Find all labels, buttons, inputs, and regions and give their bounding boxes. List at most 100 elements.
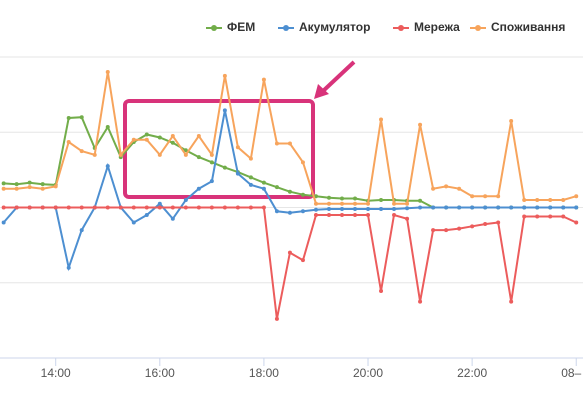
data-point [144, 137, 149, 142]
data-point [209, 160, 214, 165]
data-point [14, 186, 19, 191]
data-point [40, 182, 45, 187]
data-point [313, 207, 318, 212]
data-point [300, 160, 305, 165]
legend-marker [283, 25, 289, 31]
data-point [222, 73, 227, 78]
data-point [196, 134, 201, 139]
data-point [405, 216, 410, 221]
data-point [40, 205, 45, 210]
data-point [535, 205, 540, 210]
data-point [496, 220, 501, 225]
data-point [105, 70, 110, 75]
data-point [261, 77, 266, 82]
data-point [40, 186, 45, 191]
data-point [287, 210, 292, 215]
data-point [196, 155, 201, 160]
data-point [53, 184, 58, 189]
data-point [144, 132, 149, 137]
data-point [522, 205, 527, 210]
data-point [561, 214, 566, 219]
data-point [405, 206, 410, 211]
data-point [339, 196, 344, 201]
data-point [105, 124, 110, 129]
data-point [131, 137, 136, 142]
data-point [483, 222, 488, 227]
arrow [314, 60, 356, 99]
data-point [313, 213, 318, 218]
data-point [483, 205, 488, 210]
data-point [170, 140, 175, 145]
data-point [418, 299, 423, 304]
data-point [392, 213, 397, 218]
data-point [457, 205, 462, 210]
data-point [170, 205, 175, 210]
data-point [66, 265, 71, 270]
x-tick-label: 22:00 [457, 366, 487, 380]
data-point [222, 108, 227, 113]
data-point [196, 205, 201, 210]
data-point [444, 184, 449, 189]
x-tick-label: 14:00 [41, 366, 71, 380]
data-point [470, 205, 475, 210]
data-point [353, 207, 358, 212]
data-point [183, 197, 188, 202]
legend-label: Акумулятор [299, 20, 370, 34]
data-point [574, 194, 579, 199]
data-point [379, 197, 384, 202]
data-point [14, 205, 19, 210]
data-point [392, 201, 397, 206]
data-point [196, 186, 201, 191]
legend-marker [398, 25, 404, 31]
data-point [248, 156, 253, 161]
data-point [248, 182, 253, 187]
data-point [1, 220, 6, 225]
data-point [339, 213, 344, 218]
data-point [261, 186, 266, 191]
data-point [483, 194, 488, 199]
data-point [444, 228, 449, 233]
data-point [274, 209, 279, 214]
data-point [235, 171, 240, 176]
data-point [353, 213, 358, 218]
data-point [1, 186, 6, 191]
data-point [183, 152, 188, 157]
data-point [105, 164, 110, 169]
x-tick-label: 18:00 [249, 366, 279, 380]
data-point [300, 192, 305, 197]
data-point [209, 152, 214, 157]
legend-marker [211, 25, 217, 31]
x-tick-label: 20:00 [353, 366, 383, 380]
data-point [170, 216, 175, 221]
data-point [366, 213, 371, 218]
data-point [170, 134, 175, 139]
data-point [379, 117, 384, 122]
data-point [157, 135, 162, 140]
data-point [235, 145, 240, 150]
data-point [379, 289, 384, 294]
data-point [574, 220, 579, 225]
data-point [535, 214, 540, 219]
data-point [235, 205, 240, 210]
data-point [79, 115, 84, 120]
data-point [248, 175, 253, 180]
data-point [339, 201, 344, 206]
data-point [522, 214, 527, 219]
data-point [261, 180, 266, 185]
x-tick-label: 08– 7 [561, 366, 583, 380]
data-point [509, 299, 514, 304]
data-point [509, 205, 514, 210]
data-point [418, 198, 423, 203]
data-point [496, 205, 501, 210]
data-point [66, 205, 71, 210]
legend-label: Мережа [414, 20, 460, 34]
data-point [27, 205, 32, 210]
data-point [209, 205, 214, 210]
data-point [300, 209, 305, 214]
data-point [222, 165, 227, 170]
data-point [92, 205, 97, 210]
data-point [157, 152, 162, 157]
data-point [1, 205, 6, 210]
data-point [561, 197, 566, 202]
data-point [209, 179, 214, 184]
